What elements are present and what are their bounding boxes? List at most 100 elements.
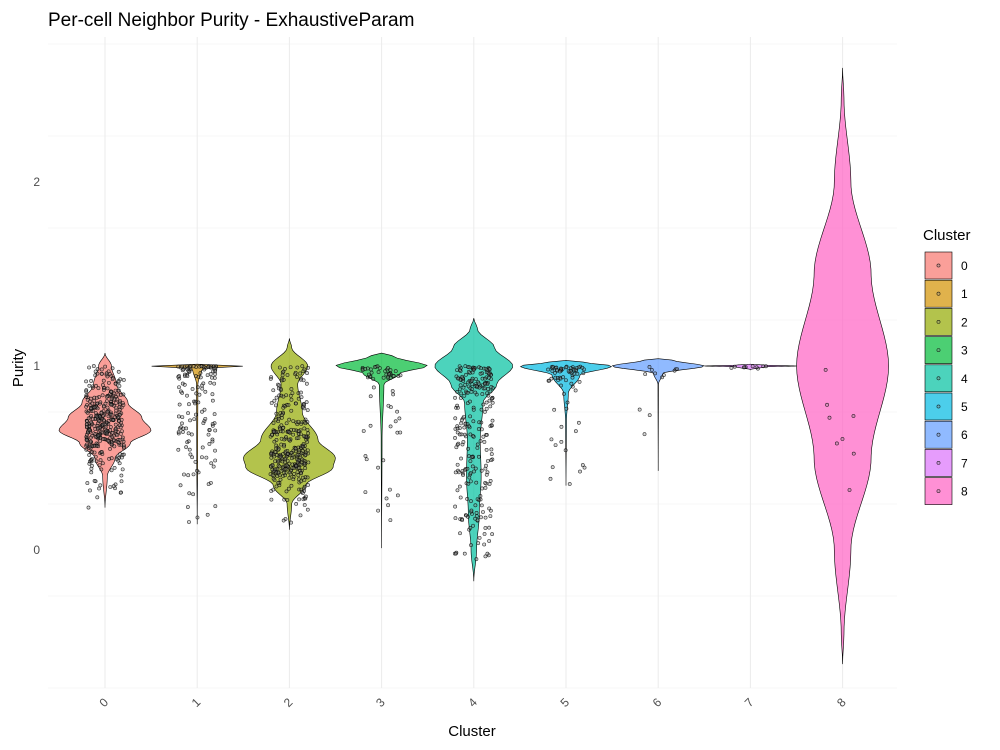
- data-point: [469, 378, 474, 383]
- data-point: [85, 410, 90, 415]
- data-point: [193, 374, 198, 378]
- data-point: [750, 364, 755, 369]
- data-point: [210, 392, 215, 397]
- data-point: [284, 489, 289, 494]
- data-point: [108, 425, 113, 429]
- data-point: [546, 367, 551, 372]
- data-point: [279, 423, 284, 428]
- data-point: [460, 518, 465, 522]
- data-point: [271, 421, 276, 425]
- data-point: [300, 449, 305, 453]
- data-point: [116, 430, 120, 434]
- data-point: [206, 365, 211, 369]
- legend-point: [936, 319, 941, 324]
- data-point: [366, 372, 371, 377]
- data-point: [291, 432, 296, 437]
- data-point: [642, 432, 647, 437]
- data-point: [388, 424, 393, 429]
- data-point: [466, 446, 471, 451]
- data-point: [453, 504, 458, 509]
- data-point: [559, 383, 563, 388]
- data-point: [208, 372, 213, 376]
- data-point: [195, 468, 199, 473]
- data-point: [271, 487, 276, 492]
- data-point: [473, 466, 478, 471]
- data-point: [281, 425, 286, 430]
- data-point: [291, 477, 296, 482]
- data-point: [474, 480, 479, 485]
- data-point: [185, 374, 190, 378]
- data-point: [276, 480, 281, 485]
- data-point: [475, 442, 480, 447]
- data-point: [99, 467, 104, 472]
- data-point: [184, 445, 189, 450]
- data-point: [283, 457, 288, 462]
- data-point: [453, 416, 458, 421]
- data-point: [201, 381, 206, 386]
- data-point: [368, 394, 373, 399]
- legend-label: 0: [961, 259, 968, 273]
- data-point: [120, 467, 125, 472]
- data-point: [386, 366, 390, 370]
- data-point: [834, 441, 839, 446]
- data-point: [582, 465, 587, 470]
- data-point: [569, 381, 574, 386]
- data-point: [290, 391, 295, 396]
- data-point: [92, 424, 97, 428]
- jitter-points: [84, 364, 856, 562]
- data-point: [475, 446, 480, 450]
- data-point: [482, 440, 487, 444]
- data-point: [304, 400, 309, 405]
- legend-label: 6: [961, 428, 968, 442]
- data-point: [114, 405, 118, 410]
- data-point: [104, 371, 109, 376]
- data-point: [268, 472, 273, 477]
- data-point: [91, 364, 96, 368]
- legend-key-0: [924, 251, 953, 280]
- data-point: [92, 398, 97, 403]
- data-point: [468, 526, 473, 530]
- data-point: [580, 365, 585, 370]
- data-point: [363, 367, 368, 371]
- legend-title: Cluster: [923, 227, 971, 244]
- data-point: [465, 466, 470, 471]
- data-point: [573, 429, 578, 434]
- data-point: [89, 466, 94, 471]
- data-point: [104, 394, 109, 399]
- data-point: [470, 433, 475, 438]
- data-point: [269, 497, 274, 502]
- data-point: [96, 425, 101, 430]
- data-point: [210, 439, 215, 444]
- legend-label: 1: [961, 287, 968, 301]
- data-point: [176, 447, 181, 452]
- data-point: [398, 373, 403, 378]
- data-point: [178, 483, 183, 488]
- legend-point: [936, 404, 941, 409]
- data-point: [462, 414, 466, 419]
- data-point: [460, 469, 465, 473]
- data-point: [485, 551, 490, 556]
- data-point: [277, 464, 282, 469]
- data-point: [179, 389, 183, 394]
- data-point: [396, 374, 401, 378]
- violin-cluster-8: [796, 67, 889, 665]
- data-point: [458, 531, 462, 536]
- x-tick-label: 1: [189, 695, 204, 710]
- data-point: [184, 426, 189, 431]
- data-point: [368, 367, 373, 372]
- data-point: [490, 400, 495, 405]
- x-tick-label: 2: [281, 695, 296, 710]
- data-point: [564, 365, 568, 370]
- legend-key-8: [924, 477, 953, 505]
- data-point: [88, 444, 92, 449]
- data-point: [568, 369, 573, 374]
- data-point: [398, 430, 403, 435]
- data-point: [274, 395, 279, 400]
- data-point: [87, 365, 91, 370]
- data-point: [287, 470, 292, 475]
- data-point: [190, 387, 195, 391]
- data-point: [463, 421, 468, 426]
- data-point: [279, 468, 284, 473]
- data-point: [456, 376, 460, 381]
- data-point: [89, 413, 93, 418]
